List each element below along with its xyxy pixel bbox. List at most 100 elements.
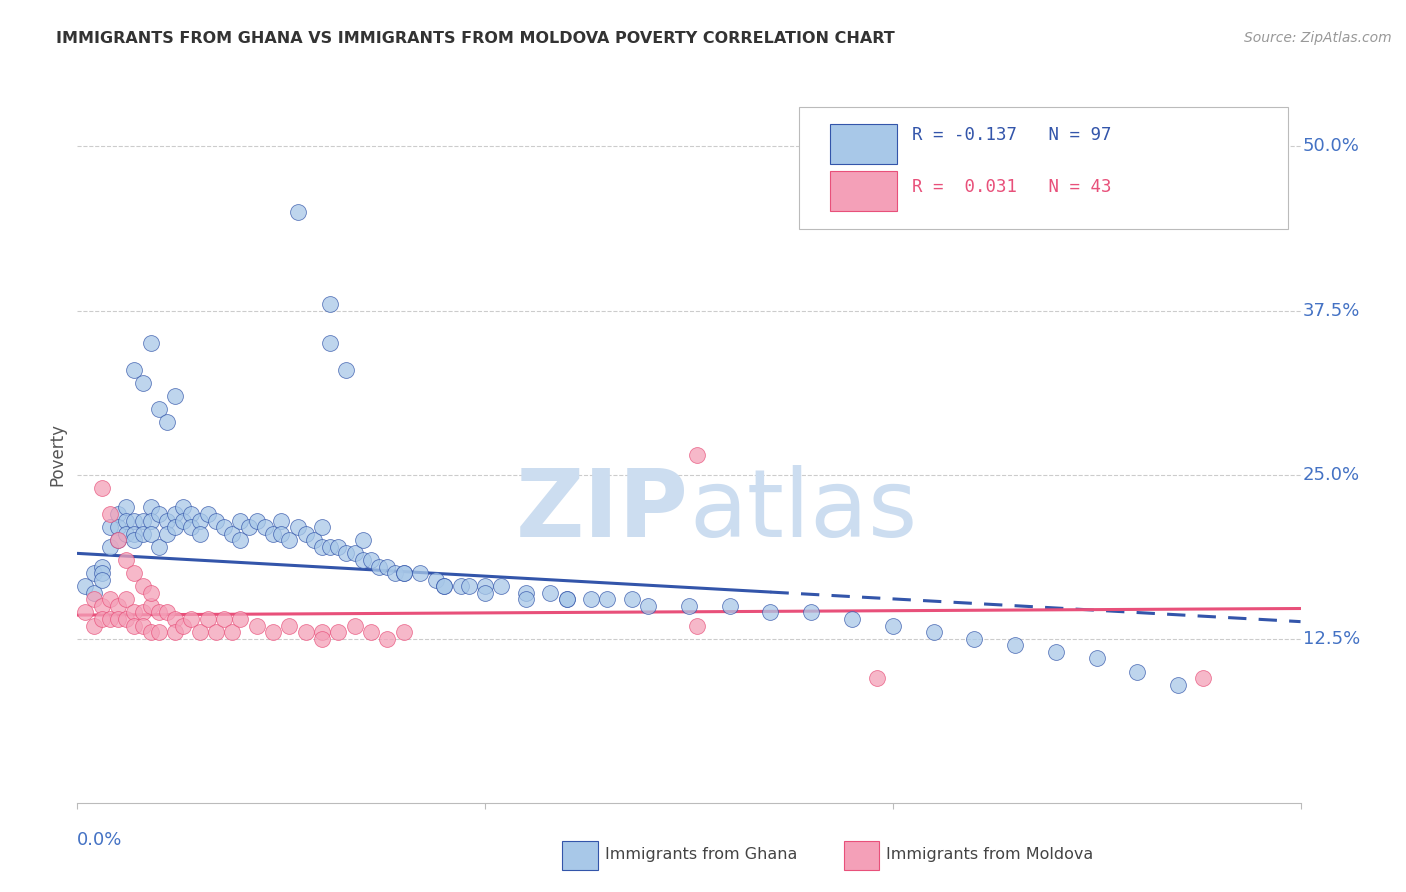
Point — [156, 415, 179, 429]
Point — [131, 606, 153, 620]
Point — [98, 520, 121, 534]
Point — [759, 606, 782, 620]
Point — [620, 592, 643, 607]
Point — [450, 579, 472, 593]
Y-axis label: Poverty: Poverty — [48, 424, 66, 486]
Point — [1126, 665, 1149, 679]
Text: ZIP: ZIP — [516, 465, 689, 557]
Point — [124, 514, 146, 528]
Point — [384, 566, 406, 580]
Text: 50.0%: 50.0% — [1303, 137, 1360, 155]
Point — [392, 566, 415, 580]
Point — [131, 618, 153, 632]
Point — [107, 612, 129, 626]
Point — [83, 592, 105, 607]
Text: Immigrants from Ghana: Immigrants from Ghana — [605, 847, 797, 863]
Point — [302, 533, 325, 548]
Point — [474, 579, 496, 593]
Point — [319, 297, 342, 311]
Point — [156, 514, 179, 528]
Point — [188, 526, 211, 541]
Point — [262, 625, 284, 640]
Point — [139, 514, 162, 528]
Point — [360, 553, 382, 567]
Point — [188, 514, 211, 528]
Point — [165, 612, 187, 626]
Point — [139, 526, 162, 541]
Text: 12.5%: 12.5% — [1303, 630, 1360, 648]
Text: 37.5%: 37.5% — [1303, 301, 1361, 319]
Point — [882, 618, 904, 632]
Point — [319, 336, 342, 351]
Point — [963, 632, 986, 646]
Point — [221, 625, 243, 640]
Point — [343, 618, 366, 632]
Point — [637, 599, 659, 613]
Point — [278, 618, 301, 632]
Point — [1167, 678, 1189, 692]
Point — [107, 507, 129, 521]
Point — [115, 592, 138, 607]
Point — [229, 612, 252, 626]
Point — [139, 599, 162, 613]
Point — [515, 586, 537, 600]
Point — [107, 533, 129, 548]
Point — [922, 625, 945, 640]
Point — [148, 401, 170, 416]
Point — [686, 448, 709, 462]
Point — [253, 520, 276, 534]
Point — [328, 540, 350, 554]
Text: 0.0%: 0.0% — [77, 830, 122, 848]
Point — [375, 632, 398, 646]
Point — [343, 546, 366, 560]
Point — [124, 606, 146, 620]
Text: R = -0.137   N = 97: R = -0.137 N = 97 — [911, 126, 1111, 144]
Point — [205, 514, 228, 528]
Point — [107, 520, 129, 534]
Point — [262, 526, 284, 541]
Point — [212, 520, 235, 534]
Point — [83, 586, 105, 600]
Point — [1085, 651, 1108, 665]
Point — [139, 625, 162, 640]
Point — [515, 592, 537, 607]
Point — [98, 507, 121, 521]
Point — [107, 533, 129, 548]
Point — [180, 507, 202, 521]
Point — [124, 533, 146, 548]
Point — [131, 514, 153, 528]
Text: IMMIGRANTS FROM GHANA VS IMMIGRANTS FROM MOLDOVA POVERTY CORRELATION CHART: IMMIGRANTS FROM GHANA VS IMMIGRANTS FROM… — [56, 31, 896, 46]
Point — [311, 625, 333, 640]
Point — [98, 540, 121, 554]
Point — [1045, 645, 1067, 659]
Point — [238, 520, 260, 534]
Point — [800, 606, 823, 620]
Point — [246, 618, 269, 632]
Point — [352, 553, 374, 567]
FancyBboxPatch shape — [830, 124, 897, 164]
Point — [115, 514, 138, 528]
Point — [865, 671, 887, 685]
Point — [425, 573, 447, 587]
Point — [287, 520, 309, 534]
Point — [83, 618, 105, 632]
Point — [360, 625, 382, 640]
Point — [107, 599, 129, 613]
Point — [115, 500, 138, 515]
Point — [124, 362, 146, 376]
Point — [165, 507, 187, 521]
Point — [474, 586, 496, 600]
Text: R =  0.031   N = 43: R = 0.031 N = 43 — [911, 178, 1111, 196]
Point — [841, 612, 863, 626]
Point — [270, 526, 292, 541]
Point — [131, 376, 153, 390]
Point — [433, 579, 456, 593]
Point — [555, 592, 578, 607]
Point — [335, 546, 357, 560]
Point — [139, 500, 162, 515]
Point — [311, 540, 333, 554]
Point — [156, 606, 179, 620]
Point — [139, 336, 162, 351]
Point — [311, 632, 333, 646]
Point — [90, 599, 112, 613]
